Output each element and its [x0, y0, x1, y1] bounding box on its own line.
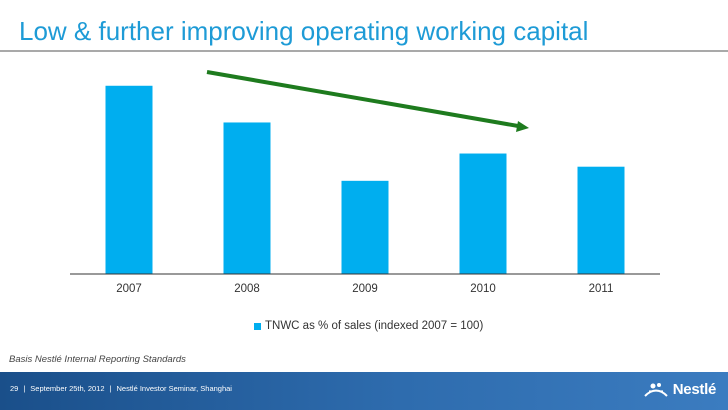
trend-arrow-line	[206, 70, 522, 129]
bar-2009	[341, 180, 389, 274]
x-tick-label-2011: 2011	[589, 283, 614, 295]
x-tick-label-2010: 2010	[470, 283, 496, 295]
slide-title: Low & further improving operating workin…	[19, 16, 589, 46]
trend-arrow-head	[516, 121, 529, 132]
legend: TNWC as % of sales (indexed 2007 = 100)	[254, 320, 483, 332]
legend-label: TNWC as % of sales (indexed 2007 = 100)	[265, 320, 484, 332]
x-tick-label-2007: 2007	[116, 283, 142, 295]
title-divider	[0, 50, 728, 52]
footer-date: September 25th, 2012	[30, 384, 105, 393]
bar-2011	[577, 166, 625, 274]
x-tick-labels: 2007 2008 2009 2010 2011	[116, 283, 613, 295]
footer-event: Nestlé Investor Seminar, Shanghai	[116, 384, 232, 393]
footer-separator: |	[23, 384, 26, 393]
footer-separator: |	[109, 384, 112, 393]
x-tick-label-2009: 2009	[352, 283, 378, 295]
brand-logo: Nestlé	[643, 379, 716, 399]
trend-arrow	[206, 70, 529, 132]
bar-2008	[223, 122, 271, 275]
footer-text: 29 | September 25th, 2012 | Nestlé Investor …	[10, 384, 232, 393]
bar-2010	[459, 153, 507, 274]
bar-2007	[105, 85, 153, 274]
bars-group	[105, 85, 625, 275]
footer-bar: 29 | September 25th, 2012 | Nestlé Investor …	[0, 372, 728, 410]
legend-swatch	[254, 322, 261, 330]
x-tick-label-2008: 2008	[234, 283, 260, 295]
nest-logo-icon	[644, 383, 668, 397]
brand-logo-text: Nestlé	[672, 380, 717, 398]
footnote: Basis Nestlé Internal Reporting Standard…	[9, 354, 186, 365]
page-number: 29	[10, 384, 19, 393]
